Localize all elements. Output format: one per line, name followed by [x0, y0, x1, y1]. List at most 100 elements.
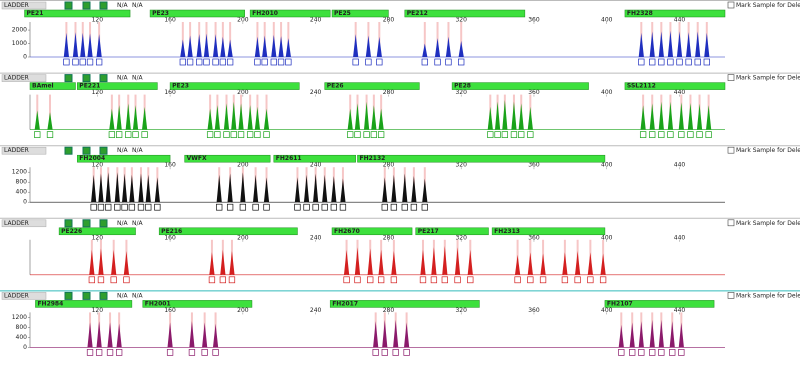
mark-checkbox[interactable]	[727, 146, 735, 154]
allele-box[interactable]	[696, 131, 703, 138]
marker-bar[interactable]	[624, 9, 726, 18]
toolbar-icon[interactable]	[64, 74, 73, 83]
allele-box[interactable]	[354, 131, 361, 138]
allele-box[interactable]	[294, 203, 301, 211]
allele-box[interactable]	[618, 349, 625, 356]
allele-box[interactable]	[108, 131, 116, 138]
allele-box[interactable]	[599, 276, 607, 284]
marker-bar[interactable]	[149, 9, 245, 18]
allele-box[interactable]	[381, 203, 388, 211]
marker-bar[interactable]	[249, 9, 331, 18]
allele-box[interactable]	[79, 58, 86, 66]
allele-box[interactable]	[687, 131, 694, 138]
allele-box[interactable]	[649, 131, 656, 138]
allele-box[interactable]	[208, 276, 216, 284]
allele-box[interactable]	[123, 276, 130, 284]
allele-box[interactable]	[188, 349, 196, 356]
allele-box[interactable]	[270, 58, 277, 66]
toolbar-icon[interactable]	[64, 146, 73, 155]
allele-box[interactable]	[561, 276, 569, 284]
allele-box[interactable]	[410, 203, 418, 211]
allele-box[interactable]	[261, 58, 268, 66]
allele-box[interactable]	[421, 203, 428, 211]
allele-box[interactable]	[106, 349, 114, 356]
allele-box[interactable]	[339, 203, 347, 211]
allele-box[interactable]	[445, 58, 452, 66]
marker-bar[interactable]	[77, 82, 158, 90]
allele-box[interactable]	[694, 58, 701, 66]
allele-box[interactable]	[219, 276, 227, 284]
allele-box[interactable]	[246, 131, 254, 138]
allele-box[interactable]	[114, 203, 121, 211]
allele-box[interactable]	[321, 203, 328, 211]
marker-bar[interactable]	[604, 300, 715, 308]
allele-box[interactable]	[685, 58, 692, 66]
allele-box[interactable]	[88, 276, 96, 284]
allele-box[interactable]	[34, 131, 41, 138]
allele-box[interactable]	[263, 203, 270, 211]
allele-box[interactable]	[510, 131, 518, 138]
marker-bar[interactable]	[142, 300, 253, 308]
allele-box[interactable]	[667, 58, 674, 66]
toolbar-icon[interactable]	[82, 146, 91, 155]
toolbar-icon[interactable]	[64, 1, 73, 10]
marker-bar[interactable]	[58, 227, 136, 236]
allele-box[interactable]	[678, 349, 685, 356]
allele-box[interactable]	[676, 58, 683, 66]
allele-box[interactable]	[137, 203, 145, 211]
allele-box[interactable]	[121, 203, 128, 211]
allele-box[interactable]	[110, 276, 117, 284]
allele-box[interactable]	[458, 58, 465, 66]
allele-box[interactable]	[166, 349, 174, 356]
allele-box[interactable]	[649, 58, 656, 66]
toolbar-icon[interactable]	[82, 74, 91, 83]
allele-box[interactable]	[370, 131, 378, 138]
allele-box[interactable]	[434, 58, 441, 66]
allele-box[interactable]	[367, 276, 374, 284]
toolbar-icon[interactable]	[82, 1, 91, 10]
marker-bar[interactable]	[324, 82, 420, 90]
allele-box[interactable]	[381, 349, 388, 356]
allele-box[interactable]	[587, 276, 594, 284]
allele-box[interactable]	[239, 203, 247, 211]
allele-box[interactable]	[212, 349, 219, 356]
toolbar-icon[interactable]	[99, 146, 108, 155]
marker-bar[interactable]	[329, 300, 480, 308]
allele-box[interactable]	[46, 131, 54, 138]
marker-bar[interactable]	[415, 227, 489, 236]
allele-box[interactable]	[201, 349, 208, 356]
allele-box[interactable]	[277, 58, 285, 66]
allele-box[interactable]	[330, 203, 337, 211]
allele-box[interactable]	[105, 203, 112, 211]
mark-checkbox[interactable]	[727, 1, 735, 9]
allele-box[interactable]	[141, 131, 148, 138]
marker-bar[interactable]	[169, 82, 300, 90]
allele-box[interactable]	[97, 276, 105, 284]
toolbar-icon[interactable]	[99, 219, 108, 228]
allele-box[interactable]	[454, 276, 461, 284]
allele-box[interactable]	[678, 131, 685, 138]
allele-box[interactable]	[390, 276, 398, 284]
allele-box[interactable]	[72, 58, 79, 66]
allele-box[interactable]	[303, 203, 310, 211]
allele-box[interactable]	[667, 131, 674, 138]
allele-box[interactable]	[639, 131, 647, 138]
marker-bar[interactable]	[273, 154, 356, 163]
allele-box[interactable]	[527, 276, 534, 284]
allele-box[interactable]	[95, 58, 103, 66]
marker-bar[interactable]	[357, 154, 606, 163]
allele-box[interactable]	[658, 131, 665, 138]
allele-box[interactable]	[254, 131, 261, 138]
allele-box[interactable]	[125, 131, 132, 138]
toolbar-icon[interactable]	[64, 219, 73, 228]
allele-box[interactable]	[487, 131, 494, 138]
allele-box[interactable]	[629, 349, 636, 356]
marker-bar[interactable]	[451, 82, 589, 90]
allele-box[interactable]	[501, 131, 509, 138]
allele-box[interactable]	[95, 349, 103, 356]
allele-box[interactable]	[312, 203, 319, 211]
allele-box[interactable]	[203, 58, 210, 66]
allele-box[interactable]	[228, 276, 236, 284]
allele-box[interactable]	[145, 203, 152, 211]
allele-box[interactable]	[219, 58, 227, 66]
